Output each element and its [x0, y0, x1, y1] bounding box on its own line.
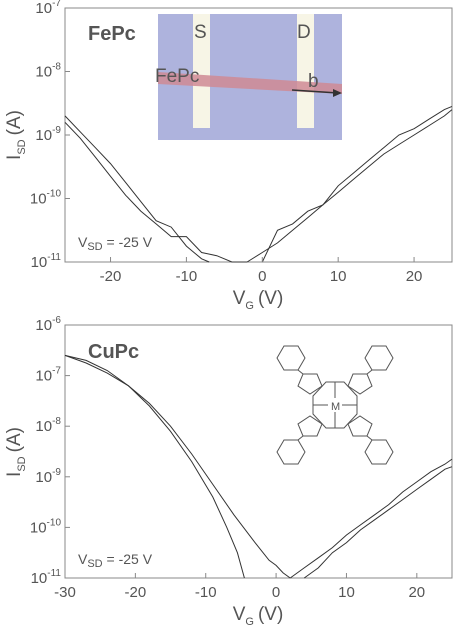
pyrrole-bottom-right	[347, 415, 373, 437]
condition-prefix: V	[78, 551, 88, 567]
ticks-group-fepc: -20 -10 0 10 20 10-11 10-10 10-9 10-8 10-7	[30, 0, 423, 285]
b-axis-arrow-shaft	[291, 89, 339, 94]
y-tick-label: 10-6	[35, 315, 61, 334]
y-tick-label: 10-9	[35, 467, 61, 486]
x-axis-label-cupc: VG (V)	[233, 604, 284, 628]
bond-3	[297, 435, 304, 441]
series-line-3	[246, 109, 453, 263]
arrow-label: b	[308, 71, 319, 92]
x-tick-label: 20	[408, 584, 425, 601]
fepc-ribbon	[158, 72, 342, 94]
panel-fepc: S D FePc b -20 -10 0 10 20 10-11 10-10 10-9 10-8…	[4, 0, 453, 312]
ylabel-main: I	[4, 472, 25, 477]
panel-cupc: M -30 -20 -10 0 10 20 10-11 10-10 10-9 10-8 10-7 10…	[4, 315, 453, 628]
condition-text: = -25 V	[103, 234, 153, 250]
bond-4	[366, 435, 373, 441]
y-tick-label: 10-8	[35, 62, 61, 81]
x-tick-label: -10	[195, 584, 217, 601]
xlabel-main: V	[233, 288, 246, 309]
x-tick-label: 20	[406, 268, 423, 285]
y-tick-label: 10-11	[31, 252, 62, 271]
electrode-s-label: S	[194, 22, 207, 43]
series-line-2	[289, 458, 453, 579]
bond-1	[297, 369, 304, 375]
electrode-source	[193, 14, 210, 128]
ylabel-main: I	[4, 155, 25, 160]
y-tick-label: 10-10	[30, 189, 62, 208]
phthalocyanine-structure: M	[276, 345, 394, 465]
metal-label: M	[331, 401, 340, 413]
series-line-1	[64, 121, 248, 263]
pyrrole-top-left	[297, 373, 323, 395]
x-tick-label: 0	[258, 268, 266, 285]
series-group-cupc	[64, 354, 453, 579]
x-tick-label: -10	[176, 268, 198, 285]
series-line-3	[303, 466, 453, 579]
xlabel-unit: (V)	[258, 604, 283, 625]
y-tick-label: 10-10	[30, 517, 62, 536]
series-line-1	[64, 354, 291, 579]
x-tick-label: 0	[272, 584, 280, 601]
condition-sub: SD	[87, 241, 102, 253]
ylabel-unit: (A)	[4, 110, 25, 135]
benzo-ring-top-right	[364, 345, 394, 371]
x-axis-label-fepc: VG (V)	[233, 288, 284, 312]
pyrrole-top-right	[347, 373, 373, 395]
series-group-fepc	[64, 105, 453, 263]
electrode-drain	[297, 14, 314, 128]
benzo-ring-bottom-right	[364, 439, 394, 465]
condition-label-fepc: VSD = -25 V	[78, 234, 153, 253]
ylabel-sub: SD	[16, 139, 28, 154]
x-tick-label: 10	[338, 584, 355, 601]
condition-text: = -25 V	[103, 551, 153, 567]
y-tick-label: 10-7	[35, 0, 61, 17]
ribbon-label: FePc	[155, 66, 199, 87]
y-tick-label: 10-11	[31, 568, 62, 587]
x-tick-label: 10	[330, 268, 347, 285]
y-tick-label: 10-9	[35, 125, 61, 144]
ticks-group-cupc: -30 -20 -10 0 10 20 10-11 10-10 10-9 10-8 10-7 10-6	[30, 315, 425, 601]
ylabel-unit: (A)	[4, 427, 25, 452]
y-axis-label-cupc: ISD (A)	[4, 427, 28, 477]
series-line-0	[64, 115, 210, 263]
x-tick-label: -30	[54, 584, 76, 601]
xlabel-sub: G	[245, 300, 254, 312]
x-tick-label: -20	[100, 268, 122, 285]
electrode-d-label: D	[297, 22, 311, 43]
series-line-2	[261, 105, 453, 263]
ylabel-sub: SD	[16, 456, 28, 471]
y-tick-label: 10-8	[35, 416, 61, 435]
device-inset: S D FePc b	[155, 14, 342, 140]
panel-label-fepc: FePc	[88, 23, 136, 45]
y-tick-label: 10-7	[35, 366, 61, 385]
condition-sub: SD	[87, 558, 102, 570]
y-axis-label-fepc: ISD (A)	[4, 110, 28, 160]
condition-prefix: V	[78, 234, 88, 250]
xlabel-main: V	[233, 604, 246, 625]
condition-label-cupc: VSD = -25 V	[78, 551, 153, 570]
x-tick-label: -20	[125, 584, 147, 601]
pyrrole-bottom-left	[297, 415, 323, 437]
xlabel-sub: G	[245, 616, 254, 628]
b-axis-arrowhead	[333, 89, 342, 97]
xlabel-unit: (V)	[258, 288, 283, 309]
bond-2	[366, 369, 373, 375]
panel-label-cupc: CuPc	[88, 341, 139, 363]
series-line-0	[64, 354, 245, 579]
